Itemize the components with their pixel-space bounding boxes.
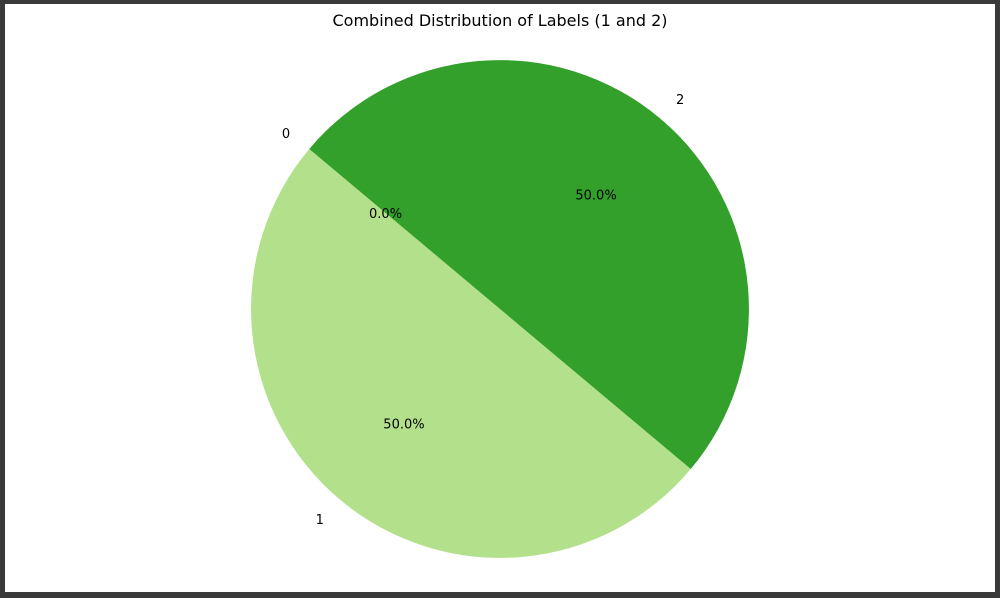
slice-label-1: 1 xyxy=(316,513,324,528)
pie-labels: 0 0.0% 1 50.0% 2 50.0% xyxy=(282,93,684,528)
pie-slice-1 xyxy=(251,148,691,558)
pie-slices xyxy=(251,60,749,558)
slice-label-2: 2 xyxy=(676,93,684,108)
percent-label-0: 0.0% xyxy=(369,207,402,222)
pie-slice-2 xyxy=(309,60,749,470)
chart-title: Combined Distribution of Labels (1 and 2… xyxy=(332,11,667,30)
percent-label-1: 50.0% xyxy=(383,417,424,432)
percent-label-2: 50.0% xyxy=(575,189,616,204)
slice-label-0: 0 xyxy=(282,127,290,142)
